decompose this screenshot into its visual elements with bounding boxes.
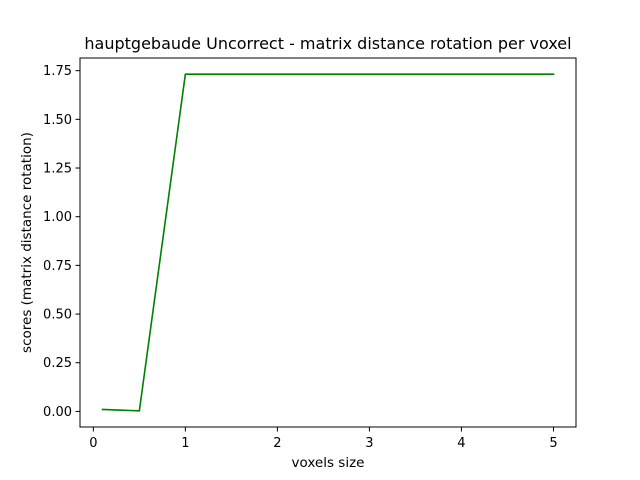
- y-tick-label: 1.25: [43, 162, 72, 177]
- x-tick-label: 3: [365, 436, 373, 451]
- plot-frame: [79, 57, 577, 428]
- y-axis-ticks: 0.00 0.25 0.50 0.75 1.00 1.25 1.50 1.75: [43, 64, 80, 420]
- y-tick-label: 0.00: [43, 405, 72, 420]
- x-axis-label: voxels size: [292, 455, 365, 471]
- x-tick-label: 0: [89, 436, 97, 451]
- y-tick-label: 1.75: [43, 64, 72, 79]
- x-tick-label: 2: [273, 436, 281, 451]
- y-axis-label: scores (matrix distance rotation): [19, 132, 35, 353]
- y-tick-label: 1.00: [43, 210, 72, 225]
- x-tick-label: 5: [549, 436, 557, 451]
- series-layer: [101, 73, 555, 412]
- y-tick-label: 0.50: [43, 308, 72, 323]
- y-tick-label: 1.50: [43, 113, 72, 128]
- x-tick-label: 4: [457, 436, 465, 451]
- plot-background: [80, 58, 576, 427]
- x-axis-ticks: 0 1 2 3 4 5: [89, 427, 558, 451]
- x-tick-label: 1: [181, 436, 189, 451]
- series-line: [101, 73, 555, 412]
- y-tick-label: 0.75: [43, 259, 72, 274]
- plot-area: 0 1 2 3 4 5 0.00 0.25 0.50 0.75 1.00 1.25 1.50 1.75: [43, 57, 577, 451]
- chart-title: hauptgebaude Uncorrect - matrix distance…: [84, 34, 571, 53]
- y-tick-label: 0.25: [43, 356, 72, 371]
